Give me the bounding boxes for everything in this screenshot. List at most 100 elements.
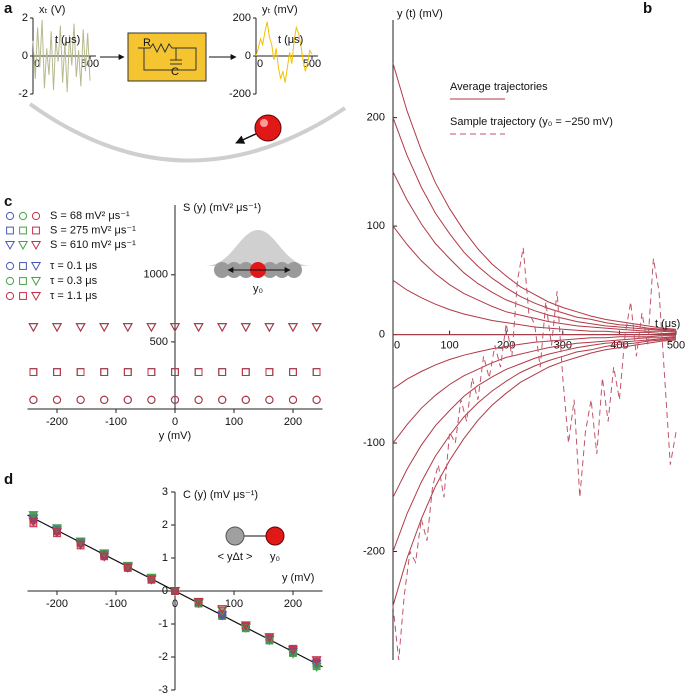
x-tick-label: 100 — [225, 598, 243, 610]
data-point — [265, 395, 274, 404]
data-point — [289, 368, 297, 376]
x-tick-label: 200 — [284, 416, 302, 428]
data-point — [29, 368, 38, 376]
data-point — [28, 323, 39, 333]
data-point — [146, 323, 157, 333]
data-point — [312, 368, 321, 376]
data-point — [194, 368, 203, 376]
data-point — [193, 597, 204, 607]
data-point — [51, 323, 63, 333]
x-tick-label: 0 — [257, 58, 263, 70]
inset-label: < yΔt > — [218, 551, 253, 563]
data-point — [264, 323, 275, 333]
data-point — [265, 368, 274, 376]
legend-marker — [5, 261, 15, 271]
circuit — [138, 42, 197, 71]
data-point — [312, 368, 321, 376]
data-point — [146, 575, 157, 585]
data-point — [217, 323, 228, 333]
average-trajectory — [392, 338, 677, 552]
data-point — [217, 323, 228, 333]
y-axis-label: xₜ (V) — [39, 4, 65, 16]
data-point — [76, 395, 85, 404]
particle — [265, 526, 285, 546]
y-tick-label: 0 — [245, 50, 251, 62]
x-tick-label: 500 — [303, 58, 321, 70]
particle — [254, 114, 282, 142]
y-tick-label: -1 — [158, 618, 168, 630]
legend-marker — [5, 211, 15, 221]
data-point — [147, 368, 156, 376]
inset-label: y₀ — [270, 551, 280, 563]
data-point — [100, 368, 109, 376]
data-point — [51, 323, 63, 333]
circuit-label: C — [171, 66, 179, 78]
data-point — [241, 368, 250, 376]
data-point — [53, 368, 61, 376]
data-point — [312, 368, 321, 376]
data-point — [146, 323, 157, 333]
data-point — [122, 563, 133, 573]
legend-label: Average trajectories — [450, 81, 548, 93]
x-axis-label: t (μs) — [55, 34, 80, 46]
data-point — [264, 323, 275, 333]
legend-marker — [19, 226, 27, 235]
legend-label: S = 68 mV² μs⁻¹ — [50, 210, 130, 222]
legend-marker — [19, 292, 27, 300]
y-tick-label: -200 — [229, 88, 251, 100]
data-point — [53, 368, 61, 376]
potential-well — [28, 102, 347, 163]
average-trajectory — [392, 63, 677, 330]
data-point — [241, 368, 250, 376]
y-tick-label: -3 — [158, 684, 168, 696]
data-point — [311, 323, 322, 333]
data-point — [289, 368, 297, 376]
data-point — [52, 395, 62, 404]
average-trajectory — [392, 335, 676, 390]
x-tick-label: 0 — [34, 58, 40, 70]
y-tick-label: -200 — [363, 545, 385, 557]
data-point — [53, 368, 61, 376]
x-tick-label: -200 — [46, 416, 68, 428]
data-point — [287, 323, 299, 333]
data-point — [287, 645, 299, 655]
data-point — [311, 656, 322, 666]
legend-marker — [31, 211, 41, 221]
y-tick-label: 0 — [22, 50, 28, 62]
data-point — [217, 605, 228, 615]
panel-label: a — [4, 0, 13, 17]
mean-particle — [225, 526, 245, 546]
data-point — [311, 323, 322, 333]
legend-marker — [17, 241, 29, 251]
data-point — [147, 395, 156, 404]
data-point — [75, 540, 86, 550]
data-point — [265, 368, 274, 376]
y-tick-label: 1 — [162, 552, 168, 564]
data-point — [123, 368, 132, 376]
data-point — [264, 323, 275, 333]
legend-label: S = 610 mV² μs⁻¹ — [50, 239, 136, 251]
data-point — [312, 395, 321, 404]
y-tick-label: -2 — [158, 651, 168, 663]
data-point — [287, 323, 299, 333]
x-tick-label: -200 — [46, 598, 68, 610]
data-point — [122, 323, 133, 333]
y-tick-label: 100 — [367, 220, 385, 232]
data-point — [240, 323, 251, 333]
average-trajectory — [392, 117, 677, 331]
data-point — [193, 323, 204, 333]
data-point — [51, 323, 63, 333]
data-point — [241, 368, 250, 376]
legend-marker — [30, 241, 42, 251]
arrow — [235, 132, 259, 144]
legend-marker — [30, 277, 42, 287]
data-point — [240, 323, 251, 333]
y-tick-label: 200 — [233, 12, 251, 24]
data-point — [217, 323, 228, 333]
x-tick-label: 0 — [172, 598, 178, 610]
data-point — [122, 323, 133, 333]
legend-label: τ = 0.3 μs — [50, 275, 98, 287]
data-point — [76, 368, 85, 376]
data-point — [100, 368, 109, 376]
circuit-label: R — [143, 37, 151, 49]
